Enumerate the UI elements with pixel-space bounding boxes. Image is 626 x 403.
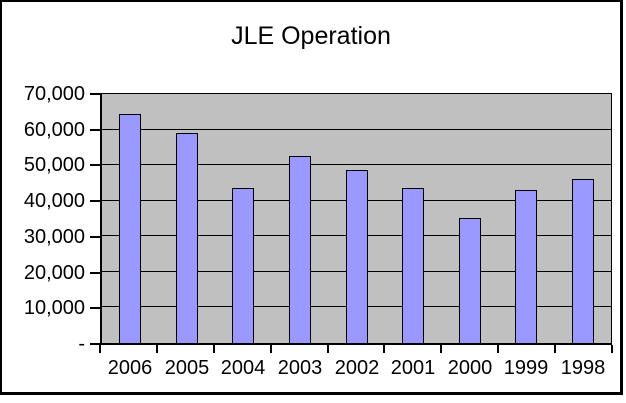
x-axis-label-2005: 2005 [164,357,210,379]
y-axis-label: 60,000 [23,119,85,141]
bar-2006 [119,114,141,343]
y-axis-tick [90,200,100,202]
gridline [102,164,611,165]
x-axis-label-2004: 2004 [220,357,266,379]
y-axis-tick [90,93,100,95]
x-axis-tick [270,345,272,353]
y-axis-label: 40,000 [23,190,85,212]
x-axis-tick [497,345,499,353]
bar-2004 [232,188,254,343]
x-axis-tick [440,345,442,353]
y-axis-label: 70,000 [23,83,85,105]
x-axis-label-2006: 2006 [107,357,153,379]
y-axis-label: 30,000 [23,226,85,248]
bar-2002 [346,170,368,343]
chart-frame: JLE Operation 70,000 60,000 50,000 40,000 30… [0,0,623,395]
y-axis-tick [90,307,100,309]
bar-1998 [572,179,594,343]
y-axis-tick [90,236,100,238]
chart-title: JLE Operation [231,22,391,50]
x-axis-label-2003: 2003 [277,357,323,379]
y-axis-label: 10,000 [23,297,85,319]
x-axis-tick [156,345,158,353]
x-axis-tick [213,345,215,353]
x-axis-tick [383,345,385,353]
bar-2005 [176,133,198,343]
x-axis-label-2002: 2002 [334,357,380,379]
y-axis-label: 20,000 [23,262,85,284]
y-axis-label: - [78,333,85,355]
y-axis-tick [90,129,100,131]
x-axis-label-1999: 1999 [503,357,549,379]
gridline [102,129,611,130]
x-axis-tick [554,345,556,353]
y-axis-label: 50,000 [23,154,85,176]
bar-2001 [402,188,424,343]
bar-2000 [459,218,481,343]
x-axis-tick [99,345,101,353]
x-axis-label-2001: 2001 [390,357,436,379]
y-axis-tick [90,272,100,274]
y-axis-tick [90,164,100,166]
x-axis-tick [327,345,329,353]
bar-1999 [515,190,537,343]
x-axis-label-2000: 2000 [447,357,493,379]
x-axis-tick [611,345,613,353]
plot-area [100,93,612,345]
bar-2003 [289,156,311,343]
y-axis-tick [90,343,100,345]
x-axis-label-1998: 1998 [560,357,606,379]
